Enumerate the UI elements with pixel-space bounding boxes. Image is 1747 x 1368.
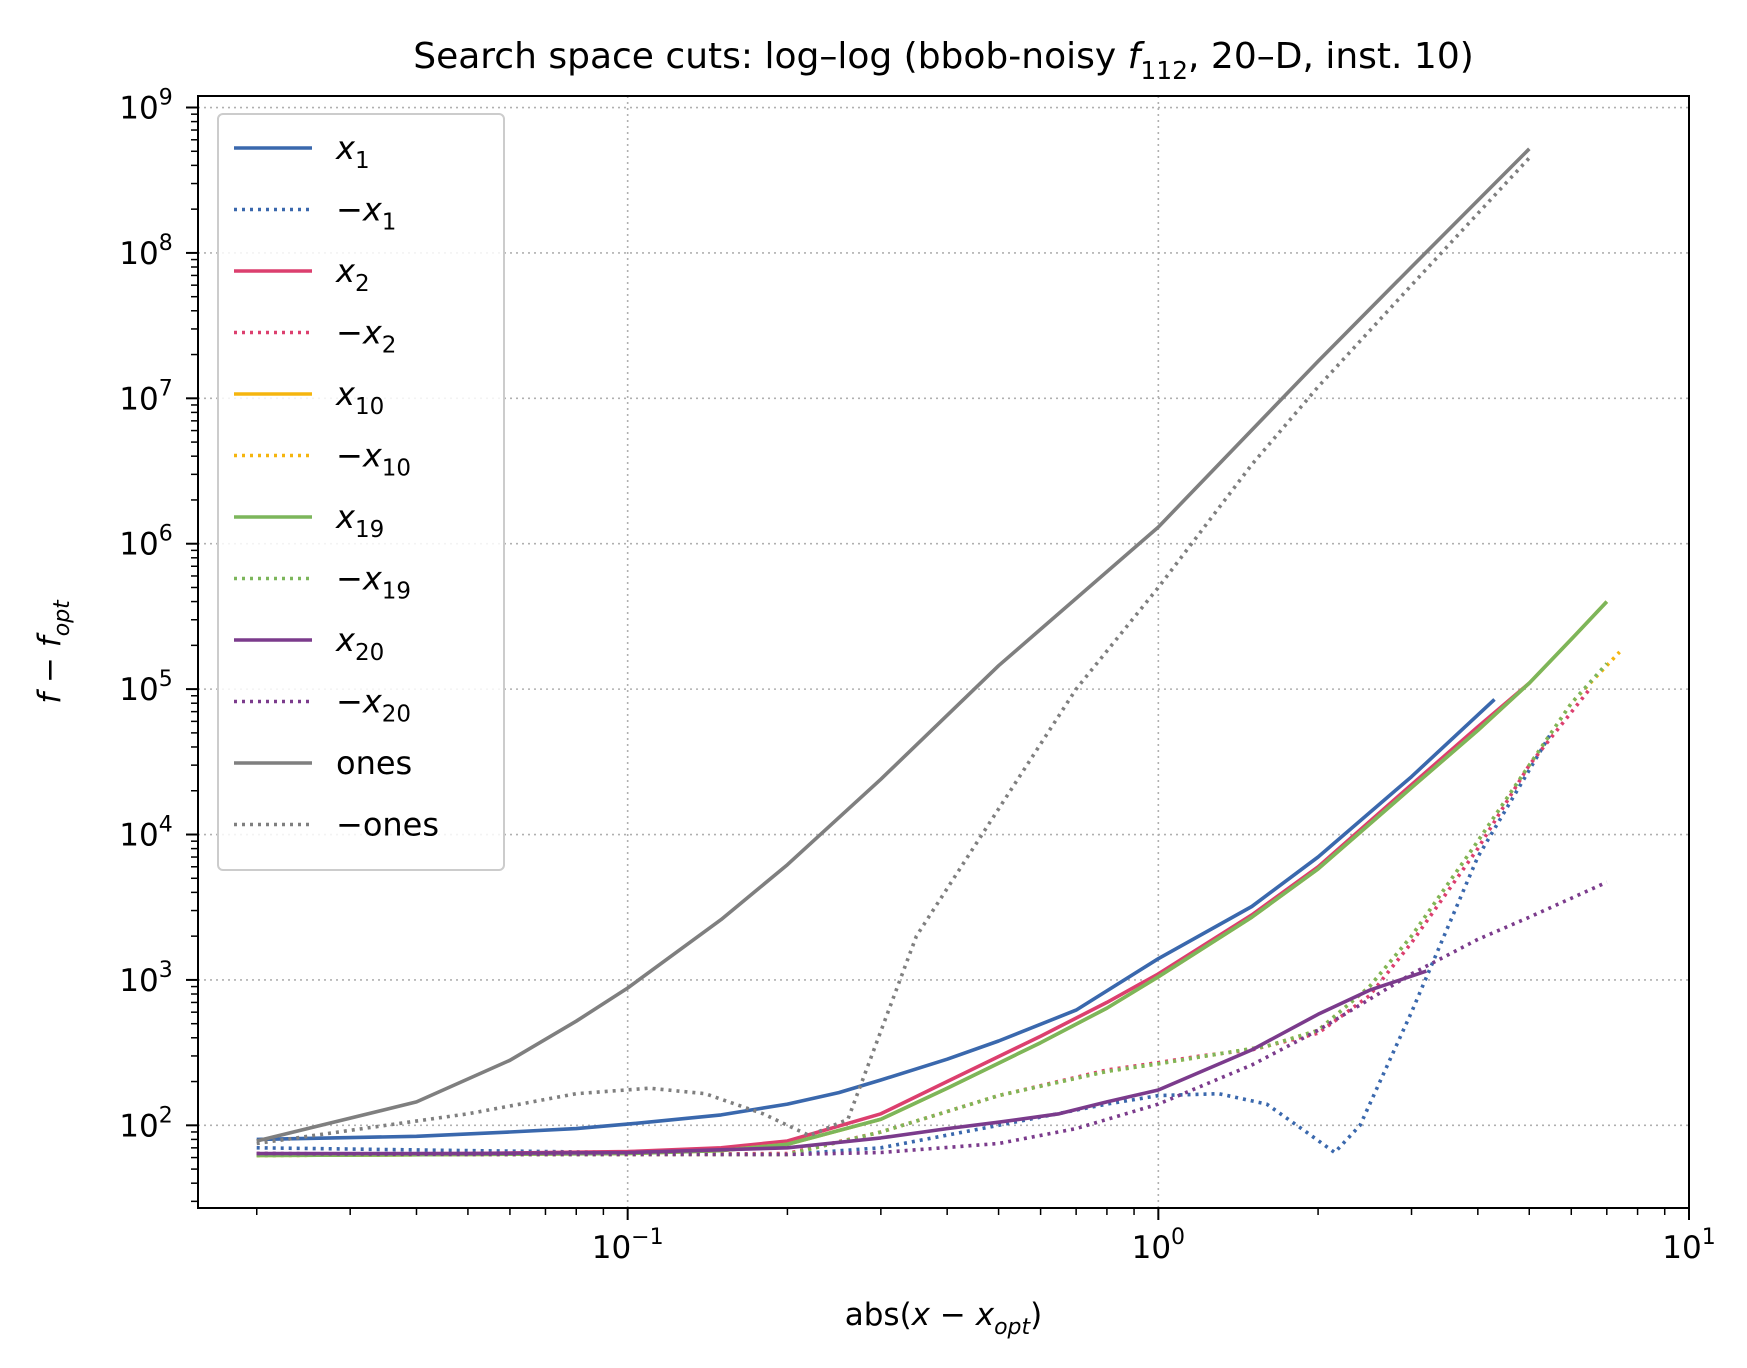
y-tick-label: 107 — [119, 376, 172, 417]
legend-label-neg-x20: −x20 — [336, 683, 411, 728]
plot-series — [256, 147, 1621, 1158]
axis-ticks: 10−1 100 101 102 103 104 105 106 107 108 109 — [119, 86, 1715, 1266]
legend-label-x2: x2 — [335, 252, 370, 297]
plot-frame — [197, 95, 1690, 1209]
legend-label-neg-x1: −x1 — [336, 191, 396, 236]
legend-label-x19: x19 — [335, 498, 384, 543]
x-tick-label: 101 — [1662, 1225, 1715, 1266]
ones-series-line — [256, 147, 1531, 1143]
y-tick-label: 106 — [119, 522, 172, 563]
legend-label-x10: x10 — [335, 375, 384, 420]
y-axis-label: f − fopt — [32, 599, 75, 704]
x-tick-label: 100 — [1132, 1225, 1185, 1266]
legend-label-neg-x2: −x2 — [336, 314, 396, 359]
y-tick-label: 105 — [119, 667, 172, 708]
legend-label-neg-x19: −x19 — [336, 560, 411, 605]
x20-series-line — [256, 969, 1427, 1156]
neg-x20-series-line — [256, 880, 1608, 1157]
neg-ones-series-line — [256, 156, 1531, 1146]
legend: x1 −x1 x2 −x2 x10 −x10 x19 −x19 x20 −x20 ones −ones — [217, 113, 505, 871]
x1-series-line — [256, 698, 1496, 1142]
legend-label-neg-ones: −ones — [336, 806, 439, 844]
y-tick-label: 108 — [119, 231, 172, 272]
y-tick-label: 109 — [119, 86, 172, 127]
legend-label-x20: x20 — [335, 621, 384, 666]
legend-label-ones: ones — [336, 744, 412, 782]
y-tick-label: 103 — [119, 958, 172, 999]
x-axis-label: abs(x − xopt) — [845, 1297, 1043, 1340]
chart-title: Search space cuts: log–log (bbob-noisy f… — [413, 36, 1474, 85]
x-tick-label: 10−1 — [592, 1225, 664, 1266]
legend-box — [217, 113, 505, 871]
legend-label-x1: x1 — [335, 129, 370, 174]
y-tick-label: 102 — [119, 1103, 172, 1144]
y-tick-label: 104 — [119, 813, 172, 854]
legend-label-neg-x10: −x10 — [336, 437, 411, 482]
